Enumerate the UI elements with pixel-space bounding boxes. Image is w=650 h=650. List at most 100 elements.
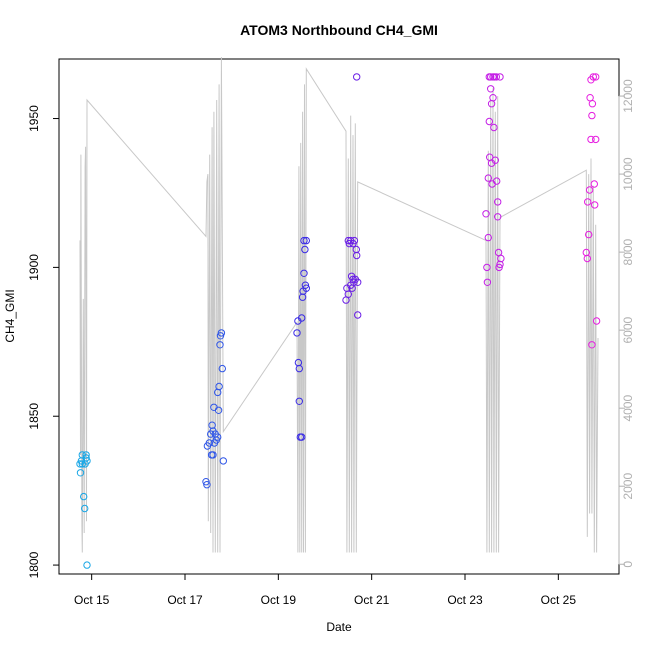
data-point: [494, 213, 502, 221]
x-tick-label: Oct 17: [167, 593, 203, 607]
data-point: [208, 421, 216, 429]
data-point: [202, 478, 210, 486]
data-point: [203, 481, 211, 489]
data-point: [495, 263, 503, 272]
data-point: [488, 180, 496, 188]
data-point: [295, 364, 303, 373]
data-point: [301, 245, 309, 254]
data-point: [482, 210, 490, 218]
data-point: [300, 269, 308, 277]
x-tick-label: Oct 19: [261, 593, 297, 607]
data-point: [353, 251, 361, 260]
data-point: [584, 198, 592, 206]
data-point: [493, 177, 501, 185]
x-tick-label: Oct 25: [541, 593, 577, 607]
data-point: [295, 397, 303, 405]
x-axis: Oct 15 Oct 17 Oct 19 Oct 21 Oct 23 Oct 25: [74, 573, 577, 607]
y-tick-label: 1800: [27, 551, 41, 578]
y-axis-label: CH4_GMI: [3, 289, 17, 342]
data-point: [81, 504, 89, 513]
data-point: [354, 278, 362, 286]
data-point: [491, 156, 499, 164]
data-point: [205, 439, 214, 447]
data-point: [214, 406, 223, 414]
data-point: [589, 73, 597, 81]
data-point: [298, 314, 306, 322]
data-point: [83, 561, 91, 569]
data-point: [592, 73, 600, 81]
y-tick-label: 1850: [27, 403, 41, 430]
data-point: [300, 236, 308, 245]
right-axis-line-series: [79, 56, 599, 553]
data-point: [352, 245, 360, 254]
data-point: [350, 236, 359, 245]
data-point: [490, 123, 498, 132]
data-point: [490, 73, 499, 81]
data-point: [487, 100, 496, 108]
data-point: [585, 230, 593, 239]
data-point: [219, 457, 228, 465]
data-point: [587, 135, 595, 144]
y-tick-label: 1950: [27, 105, 41, 132]
data-point: [216, 332, 225, 340]
data-point: [215, 382, 223, 391]
data-point: [586, 94, 594, 102]
x-tick-label: Oct 15: [74, 593, 110, 607]
data-point: [301, 281, 310, 289]
x-tick-label: Oct 21: [354, 593, 390, 607]
data-point: [592, 317, 601, 325]
y-axis: 1800 1850 1900 1950: [27, 105, 60, 578]
right-y-tick-label: 6000: [621, 316, 635, 343]
data-point: [585, 186, 594, 194]
data-point: [487, 85, 495, 93]
data-point: [302, 236, 310, 245]
data-point: [590, 180, 598, 188]
data-point: [293, 329, 301, 337]
data-point: [496, 73, 504, 81]
right-y-axis: 0 2000 4000 6000 8000 10000 12000: [618, 79, 635, 568]
data-point: [485, 117, 493, 126]
data-point: [489, 94, 497, 102]
data-point: [344, 290, 352, 298]
x-axis-label: Date: [326, 620, 352, 634]
right-y-tick-label: 12000: [621, 79, 635, 113]
data-point: [76, 469, 85, 477]
data-point: [483, 263, 491, 272]
right-y-tick-label: 4000: [621, 395, 635, 422]
data-point: [209, 451, 217, 459]
data-point: [588, 111, 596, 120]
data-point: [83, 457, 91, 465]
data-point: [484, 233, 492, 242]
data-point: [353, 73, 361, 81]
data-point: [483, 278, 492, 286]
data-point: [494, 198, 502, 206]
data-point: [583, 254, 591, 263]
data-point: [497, 254, 505, 263]
line-series-path: [79, 56, 599, 553]
data-point: [484, 174, 492, 182]
data-point: [588, 100, 597, 108]
data-point: [354, 311, 362, 319]
right-y-tick-label: 0: [621, 561, 635, 568]
ch4-point-series: [76, 73, 601, 569]
right-y-tick-label: 10000: [621, 157, 635, 191]
data-point: [492, 73, 500, 81]
right-y-tick-label: 8000: [621, 238, 635, 265]
x-tick-label: Oct 23: [447, 593, 483, 607]
data-point: [494, 248, 503, 257]
data-point: [487, 73, 495, 81]
y-tick-label: 1900: [27, 254, 41, 281]
data-point: [218, 364, 227, 373]
data-point: [216, 341, 224, 349]
plot-frame: [58, 58, 620, 575]
data-point: [82, 454, 90, 462]
data-point: [592, 135, 600, 144]
data-point: [214, 433, 222, 441]
data-point: [302, 284, 310, 292]
data-point: [298, 433, 306, 441]
data-point: [217, 329, 226, 337]
data-point: [588, 341, 596, 349]
data-point: [80, 492, 88, 501]
